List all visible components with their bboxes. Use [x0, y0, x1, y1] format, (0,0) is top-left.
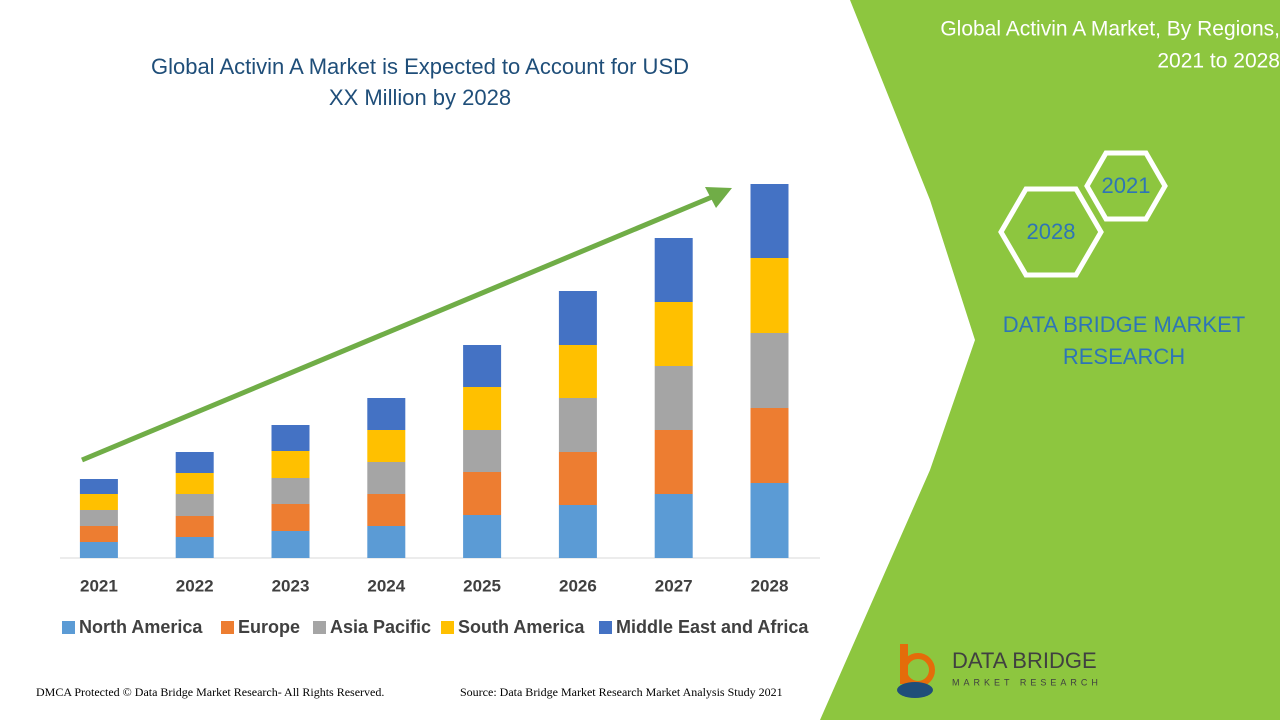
bar-segment: [558, 291, 597, 345]
bar-segment: [271, 504, 310, 531]
logo-name: DATA BRIDGE: [952, 648, 1097, 673]
hex-label: 2028: [1027, 219, 1076, 244]
bar-segment: [367, 398, 406, 430]
bar-segment: [750, 483, 789, 558]
bar-segment: [175, 452, 214, 473]
footer-left: DMCA Protected © Data Bridge Market Rese…: [36, 685, 384, 699]
bar-segment: [463, 430, 502, 472]
x-tick-label: 2021: [80, 576, 118, 595]
bar-segment: [367, 462, 406, 494]
bar-segment: [750, 258, 789, 333]
bar-segment: [271, 451, 310, 478]
legend-label: Middle East and Africa: [616, 617, 809, 637]
bar-segment: [79, 542, 118, 558]
bar-segment: [558, 398, 597, 452]
x-tick-label: 2022: [176, 576, 214, 595]
x-tick-label: 2028: [751, 576, 789, 595]
hexagon: [1084, 150, 1168, 222]
legend-swatch: [62, 621, 75, 634]
bar-segment: [750, 184, 789, 258]
footer-right: Source: Data Bridge Market Research Mark…: [460, 685, 783, 699]
bar-segment: [175, 494, 214, 516]
bar-segment: [271, 531, 310, 558]
bar-segment: [654, 366, 693, 430]
bar-segment: [367, 494, 406, 526]
bar-segment: [463, 472, 502, 515]
green-panel: [820, 0, 1280, 720]
bar-segment: [271, 425, 310, 451]
chart-title-line2: XX Million by 2028: [329, 85, 511, 110]
bar-segment: [463, 515, 502, 558]
logo-tagline: MARKET RESEARCH: [952, 677, 1102, 687]
legend-swatch: [599, 621, 612, 634]
bar-segment: [79, 526, 118, 542]
legend-label: North America: [79, 617, 203, 637]
brand-line2: RESEARCH: [1063, 344, 1185, 369]
brand-line1: DATA BRIDGE MARKET: [1003, 312, 1245, 337]
legend-label: Europe: [238, 617, 300, 637]
bar-segment: [750, 408, 789, 483]
legend-label: South America: [458, 617, 585, 637]
panel-title-line1: Global Activin A Market, By Regions,: [940, 18, 1280, 41]
bar-segment: [558, 345, 597, 398]
bar-segment: [79, 494, 118, 510]
legend-swatch: [221, 621, 234, 634]
bar-segment: [271, 478, 310, 504]
panel-title-line2: 2021 to 2028: [1157, 50, 1280, 73]
logo-icon: [897, 682, 933, 698]
legend-swatch: [313, 621, 326, 634]
x-tick-label: 2027: [655, 576, 693, 595]
x-tick-label: 2026: [559, 576, 597, 595]
bar-segment: [558, 452, 597, 505]
trend-arrow: [81, 194, 713, 463]
legend-swatch: [441, 621, 454, 634]
bar-segment: [654, 430, 693, 494]
arrow-head: [705, 187, 732, 208]
bar-segment: [654, 302, 693, 366]
x-tick-label: 2025: [463, 576, 501, 595]
bar-segment: [175, 473, 214, 494]
bar-segment: [558, 505, 597, 558]
bar-segment: [654, 494, 693, 558]
x-tick-label: 2024: [367, 576, 405, 595]
bar-segment: [750, 333, 789, 408]
bar-segment: [175, 516, 214, 537]
bar-segment: [463, 387, 502, 430]
bar-segment: [79, 479, 118, 494]
hexagon: [998, 186, 1104, 278]
bar-segment: [175, 537, 214, 558]
x-tick-label: 2023: [272, 576, 310, 595]
chart-title-line1: Global Activin A Market is Expected to A…: [151, 54, 689, 79]
bar-segment: [367, 526, 406, 558]
bar-segment: [367, 430, 406, 462]
legend-label: Asia Pacific: [330, 617, 431, 637]
logo: [897, 644, 935, 698]
hex-label: 2021: [1102, 173, 1151, 198]
bar-segment: [654, 238, 693, 302]
bar-segment: [79, 510, 118, 526]
bar-segment: [463, 345, 502, 387]
